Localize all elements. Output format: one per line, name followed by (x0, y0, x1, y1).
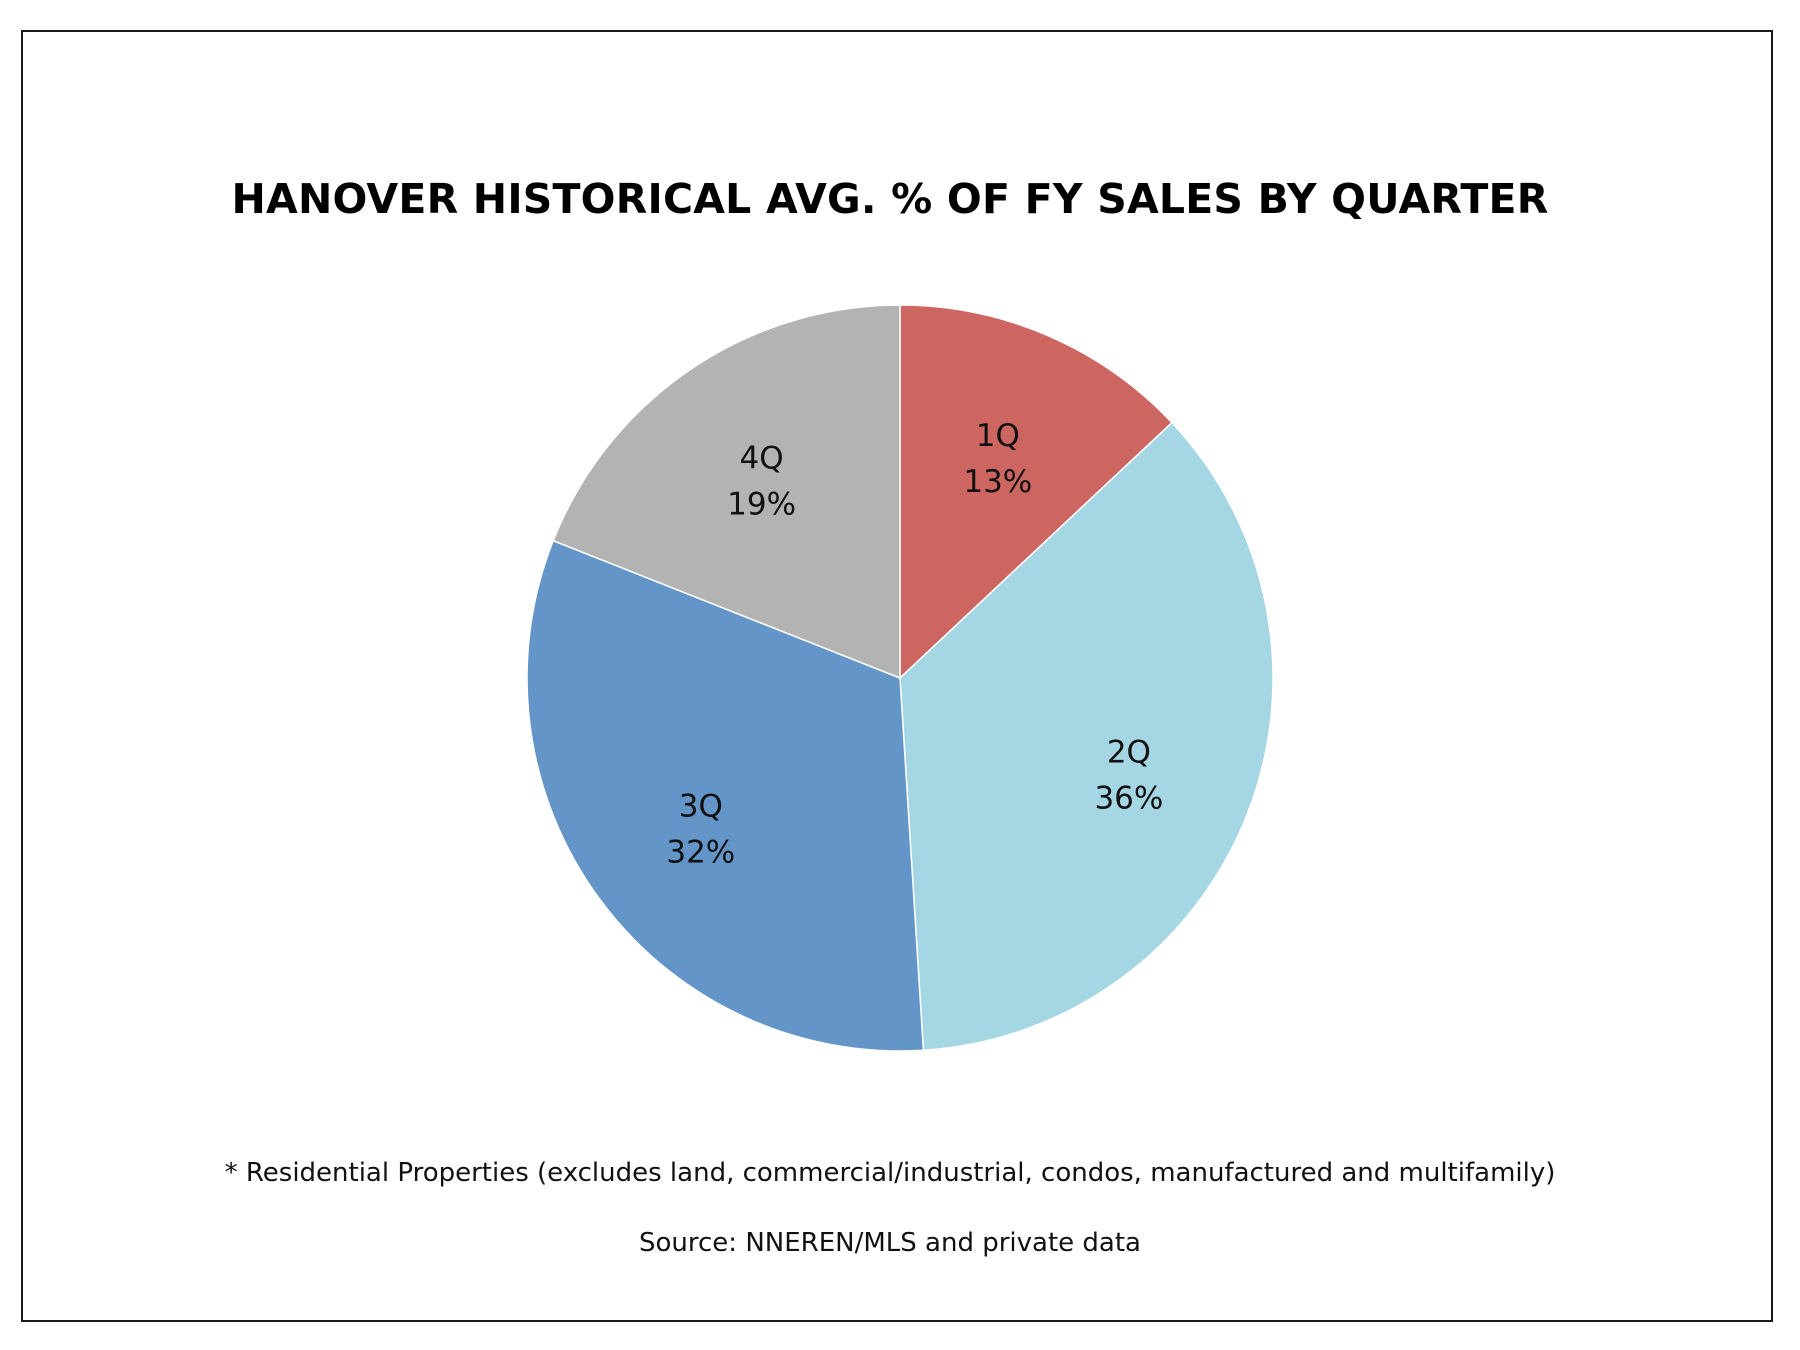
pie-labels: 1Q 13% 2Q 36% 3Q 32% 4Q 19% (666, 418, 1163, 871)
slice-value-label: 32% (666, 835, 735, 871)
slice-value-label: 36% (1094, 781, 1163, 817)
pie-slice-4q (552, 304, 901, 680)
footnote: * Residential Properties (excludes land,… (224, 1158, 1556, 1188)
slice-category-label: 4Q (740, 440, 784, 476)
pie-slices (526, 304, 1274, 1052)
pie-slice-1q (899, 304, 1173, 680)
slice-value-label: 13% (963, 464, 1032, 500)
slice-value-label: 19% (727, 486, 796, 522)
source-note: Source: NNEREN/MLS and private data (639, 1228, 1141, 1258)
slice-category-label: 3Q (679, 789, 723, 825)
chart-title: HANOVER HISTORICAL AVG. % OF FY SALES BY… (231, 175, 1549, 223)
slice-category-label: 1Q (976, 418, 1020, 454)
pie-slice-2q (899, 421, 1274, 1052)
pie-slice-3q (526, 539, 925, 1052)
slice-category-label: 2Q (1107, 735, 1151, 771)
